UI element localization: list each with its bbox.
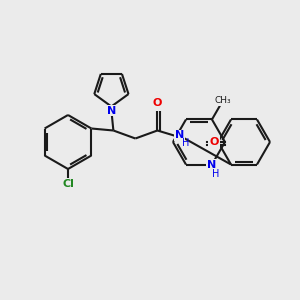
Text: N: N [207, 160, 217, 170]
Text: CH₃: CH₃ [215, 96, 231, 105]
Text: N: N [175, 130, 184, 140]
Text: O: O [153, 98, 162, 107]
Text: H: H [212, 169, 220, 178]
Text: O: O [209, 137, 219, 147]
Text: H: H [182, 137, 189, 148]
Text: Cl: Cl [62, 179, 74, 189]
Text: N: N [107, 106, 116, 116]
